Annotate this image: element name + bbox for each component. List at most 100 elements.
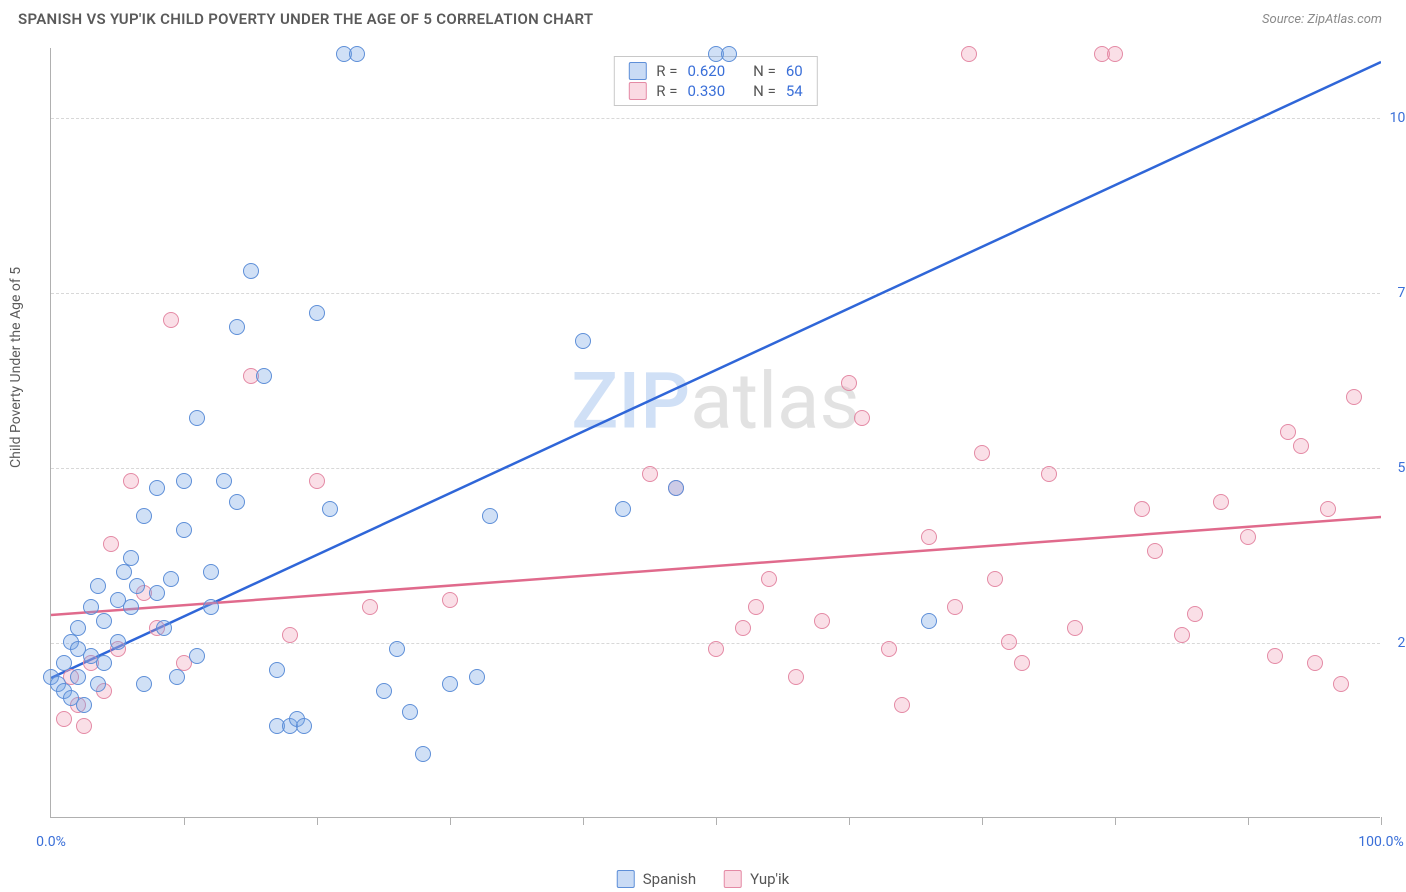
y-axis-label: Child Poverty Under the Age of 5 bbox=[8, 267, 24, 468]
data-point-b bbox=[1320, 501, 1336, 517]
plot-area: ZIPatlas R = 0.620 N = 60 R = 0.330 N = … bbox=[50, 48, 1380, 818]
data-point-a bbox=[349, 46, 365, 62]
y-tick-label: 50.0% bbox=[1397, 460, 1406, 476]
data-point-b bbox=[442, 592, 458, 608]
data-point-a bbox=[216, 473, 232, 489]
x-tick-mark bbox=[184, 817, 185, 825]
data-point-a bbox=[123, 599, 139, 615]
data-point-b bbox=[1014, 655, 1030, 671]
data-point-a bbox=[376, 683, 392, 699]
data-point-b bbox=[735, 620, 751, 636]
data-point-b bbox=[1107, 46, 1123, 62]
data-point-a bbox=[442, 676, 458, 692]
data-point-b bbox=[103, 536, 119, 552]
data-point-a bbox=[389, 641, 405, 657]
data-point-b bbox=[1174, 627, 1190, 643]
data-point-b bbox=[362, 599, 378, 615]
x-tick-mark bbox=[982, 817, 983, 825]
data-point-b bbox=[1293, 438, 1309, 454]
data-point-b bbox=[748, 599, 764, 615]
data-point-a bbox=[70, 669, 86, 685]
data-point-a bbox=[110, 634, 126, 650]
data-point-a bbox=[129, 578, 145, 594]
swatch-yupik bbox=[724, 870, 742, 888]
data-point-b bbox=[1333, 676, 1349, 692]
data-point-a bbox=[76, 697, 92, 713]
data-point-b bbox=[56, 711, 72, 727]
data-point-a bbox=[469, 669, 485, 685]
trend-lines bbox=[51, 48, 1381, 818]
data-point-b bbox=[163, 312, 179, 328]
data-point-a bbox=[116, 564, 132, 580]
y-tick-label: 25.0% bbox=[1397, 635, 1406, 651]
data-point-a bbox=[575, 333, 591, 349]
x-tick-mark bbox=[849, 817, 850, 825]
trend-line-b bbox=[51, 517, 1381, 615]
data-point-a bbox=[721, 46, 737, 62]
data-point-b bbox=[76, 718, 92, 734]
watermark: ZIPatlas bbox=[571, 356, 860, 447]
data-point-b bbox=[1280, 424, 1296, 440]
data-point-a bbox=[90, 578, 106, 594]
data-point-a bbox=[309, 305, 325, 321]
x-tick-mark bbox=[716, 817, 717, 825]
data-point-b bbox=[987, 571, 1003, 587]
data-point-b bbox=[1001, 634, 1017, 650]
data-point-a bbox=[256, 368, 272, 384]
data-point-a bbox=[203, 564, 219, 580]
data-point-b bbox=[1041, 466, 1057, 482]
chart-container: Child Poverty Under the Age of 5 ZIPatla… bbox=[0, 38, 1406, 892]
data-point-b bbox=[974, 445, 990, 461]
data-point-a bbox=[615, 501, 631, 517]
data-point-a bbox=[169, 669, 185, 685]
data-point-b bbox=[708, 641, 724, 657]
gridline-horizontal bbox=[51, 118, 1380, 119]
data-point-a bbox=[269, 662, 285, 678]
x-tick-mark bbox=[450, 817, 451, 825]
data-point-b bbox=[1067, 620, 1083, 636]
data-point-a bbox=[90, 676, 106, 692]
swatch-yupik bbox=[628, 82, 646, 100]
data-point-b bbox=[761, 571, 777, 587]
data-point-a bbox=[176, 522, 192, 538]
data-point-a bbox=[921, 613, 937, 629]
legend-item-spanish: Spanish bbox=[617, 870, 696, 888]
data-point-a bbox=[56, 655, 72, 671]
x-tick-label: 100.0% bbox=[1358, 834, 1403, 850]
y-tick-label: 75.0% bbox=[1397, 285, 1406, 301]
data-point-a bbox=[156, 620, 172, 636]
data-point-a bbox=[70, 620, 86, 636]
data-point-a bbox=[189, 648, 205, 664]
x-tick-mark bbox=[1115, 817, 1116, 825]
stats-legend: R = 0.620 N = 60 R = 0.330 N = 54 bbox=[613, 56, 817, 106]
data-point-a bbox=[189, 410, 205, 426]
swatch-spanish bbox=[617, 870, 635, 888]
data-point-a bbox=[229, 494, 245, 510]
data-point-a bbox=[149, 585, 165, 601]
data-point-b bbox=[1213, 494, 1229, 510]
data-point-b bbox=[814, 613, 830, 629]
swatch-spanish bbox=[628, 62, 646, 80]
data-point-a bbox=[402, 704, 418, 720]
data-point-a bbox=[83, 599, 99, 615]
data-point-a bbox=[163, 571, 179, 587]
data-point-b bbox=[1147, 543, 1163, 559]
data-point-b bbox=[1240, 529, 1256, 545]
data-point-b bbox=[947, 599, 963, 615]
stats-row-yupik: R = 0.330 N = 54 bbox=[628, 81, 802, 101]
data-point-a bbox=[203, 599, 219, 615]
source-attribution: Source: ZipAtlas.com bbox=[1262, 12, 1382, 27]
data-point-b bbox=[123, 473, 139, 489]
data-point-b bbox=[1187, 606, 1203, 622]
data-point-a bbox=[668, 480, 684, 496]
data-point-a bbox=[136, 676, 152, 692]
data-point-b bbox=[282, 627, 298, 643]
data-point-b bbox=[1346, 389, 1362, 405]
data-point-a bbox=[296, 718, 312, 734]
data-point-a bbox=[149, 480, 165, 496]
data-point-b bbox=[881, 641, 897, 657]
data-point-b bbox=[788, 669, 804, 685]
data-point-b bbox=[1307, 655, 1323, 671]
y-tick-label: 100.0% bbox=[1390, 110, 1406, 126]
data-point-a bbox=[322, 501, 338, 517]
